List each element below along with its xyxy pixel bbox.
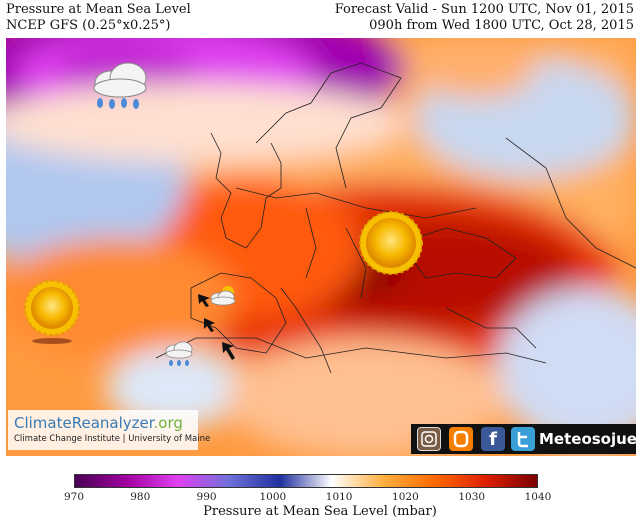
forecast-valid: Forecast Valid - Sun 1200 UTC, Nov 01, 2… xyxy=(334,2,634,17)
model-label: NCEP GFS (0.25°x0.25°) xyxy=(6,18,171,33)
colorbar-tick: 1040 xyxy=(524,491,552,503)
logo-name: ClimateReanalyzer xyxy=(14,414,154,432)
colorbar-tick: 1010 xyxy=(325,491,353,503)
logo-subtitle: Climate Change Institute | University of… xyxy=(14,434,211,444)
climate-reanalyzer-logo[interactable]: ClimateReanalyzer.org Climate Change Ins… xyxy=(8,410,210,450)
colorbar-tick: 970 xyxy=(63,491,85,503)
social-bar: f Meteosojuela xyxy=(411,424,640,454)
blogger-icon[interactable] xyxy=(449,427,473,451)
twitter-icon[interactable] xyxy=(511,427,535,451)
colorbar-label: Pressure at Mean Sea Level (mbar) xyxy=(203,504,437,519)
partly-cloudy-icon xyxy=(210,286,236,306)
colorbar-tick: 980 xyxy=(130,491,151,503)
colorbar xyxy=(74,474,538,488)
colorbar-tick: 1030 xyxy=(458,491,486,503)
meteosojuela-brand[interactable]: Meteosojuela xyxy=(539,430,640,448)
colorbar-tick: 990 xyxy=(196,491,217,503)
colorbar-tick: 1020 xyxy=(392,491,419,503)
sun-icon xyxy=(359,211,423,275)
wind-arrow-icon xyxy=(198,294,235,360)
forecast-init: 090h from Wed 1800 UTC, Oct 28, 2015 xyxy=(369,18,634,33)
logo-suffix: .org xyxy=(153,414,183,432)
sun-icon xyxy=(24,280,80,344)
instagram-icon[interactable] xyxy=(417,427,441,451)
map-title: Pressure at Mean Sea Level xyxy=(6,2,191,17)
rain-cloud-icon xyxy=(165,341,193,366)
colorbar-tick: 1000 xyxy=(259,491,287,503)
rain-cloud-icon xyxy=(93,62,147,109)
pressure-map xyxy=(6,38,636,456)
facebook-icon[interactable]: f xyxy=(481,427,505,451)
coastlines xyxy=(155,62,636,374)
pressure-field xyxy=(6,38,636,456)
